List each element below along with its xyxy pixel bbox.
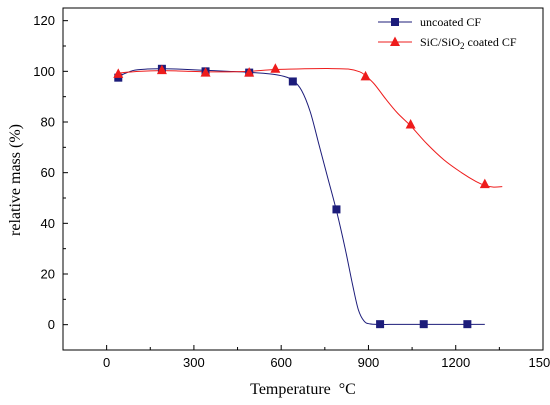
data-point-series-2 [200, 67, 211, 77]
legend-marker [390, 36, 400, 46]
data-point-series-2 [479, 178, 490, 189]
legend-marker [391, 18, 399, 26]
data-point-series-2 [270, 63, 281, 73]
y-tick-label: 120 [33, 13, 55, 28]
data-point-series-2 [156, 64, 167, 75]
data-point-series-1 [332, 205, 341, 214]
data-point-series-1 [376, 320, 385, 329]
x-axis-title-unit: °C [339, 381, 356, 398]
data-point-series-2 [405, 119, 416, 129]
data-point-series-1 [463, 320, 472, 329]
legend-label: SiC/SiO2 coated CF [420, 35, 517, 51]
plot-area-frame [62, 7, 544, 351]
series-markers [113, 63, 490, 329]
data-point-series-1 [419, 320, 428, 329]
y-tick-label: 80 [41, 115, 55, 130]
x-tick-label: 0 [103, 355, 110, 370]
x-axis-title: Temperature °C [250, 381, 356, 398]
series-curves [118, 68, 503, 325]
y-axis-title: relative mass (%) [7, 124, 24, 236]
x-tick-label: 1200 [441, 355, 470, 370]
x-tick-label: 600 [270, 355, 292, 370]
y-tick-label: 20 [41, 267, 55, 282]
series-line-2 [118, 68, 503, 188]
legend: uncoated CF SiC/SiO2 coated CF [378, 15, 517, 51]
data-point-series-2 [360, 70, 371, 81]
data-point-series-2 [113, 68, 124, 78]
data-point-series-1 [288, 77, 297, 86]
series-line-1 [118, 68, 485, 325]
data-point-series-2 [244, 67, 255, 77]
y-tick-label: 100 [33, 64, 55, 79]
x-tick-label: 900 [358, 355, 380, 370]
legend-label: uncoated CF [420, 15, 481, 29]
y-tick-label: 0 [48, 317, 55, 332]
y-tick-label: 60 [41, 165, 55, 180]
x-axis-title-text: Temperature [250, 381, 331, 398]
y-tick-label: 40 [41, 216, 55, 231]
x-tick-label: 300 [183, 355, 205, 370]
